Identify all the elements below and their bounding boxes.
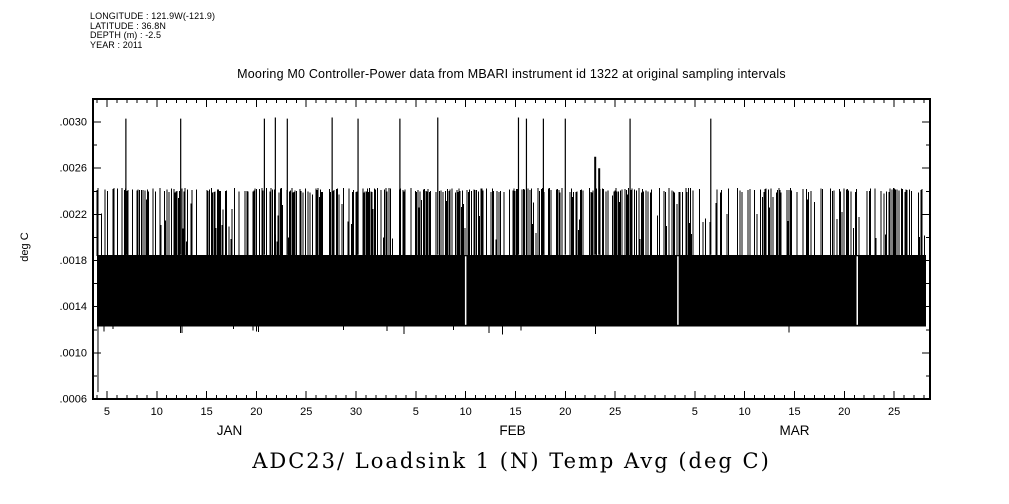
figure-caption: ADC23/ Loadsink 1 (N) Temp Avg (deg C)	[252, 449, 771, 473]
month-label: FEB	[499, 423, 525, 438]
month-label: MAR	[779, 423, 809, 438]
y-tick-label: .0022	[59, 209, 87, 221]
meta-longitude: LONGITUDE : 121.9W(-121.9)	[90, 11, 216, 21]
meta-year: YEAR : 2011	[90, 39, 143, 50]
y-tick-label: .0030	[59, 117, 87, 129]
x-tick-label: 15	[788, 406, 800, 418]
x-tick-label: 15	[509, 406, 521, 418]
x-tick-label: 20	[250, 406, 262, 418]
chart-title: Mooring M0 Controller-Power data from MB…	[237, 67, 786, 81]
x-tick-label: 25	[300, 406, 312, 418]
x-axis: 5 10 15 20 25 30 5 10 15 20 25 5 10 15 20 25	[96, 99, 925, 418]
metadata-block: LONGITUDE : 121.9W(-121.9) LATITUDE : 36…	[90, 11, 216, 50]
x-tick-label: 5	[413, 406, 419, 418]
month-labels: JAN FEB MAR	[217, 423, 810, 438]
x-tick-label: 15	[200, 406, 212, 418]
y-tick-label: .0014	[59, 301, 87, 313]
y-tick-label: .0018	[59, 255, 87, 267]
meta-depth: DEPTH (m) : -2.5	[90, 30, 162, 41]
y-tick-label: .0010	[59, 347, 87, 359]
y-tick-label: .0006	[59, 394, 87, 406]
meta-latitude: LATITUDE : 36.8N	[90, 20, 166, 31]
y-axis: .0006 .0010 .0014 .0018 .0022 .0026 .0030	[59, 98, 930, 406]
y-tick-label: .0026	[59, 163, 87, 175]
x-tick-label: 5	[692, 406, 698, 418]
x-tick-label: 10	[739, 406, 751, 418]
x-tick-label: 20	[838, 406, 850, 418]
x-tick-label: 5	[104, 406, 110, 418]
x-tick-label: 30	[350, 406, 362, 418]
x-tick-label: 25	[888, 406, 900, 418]
x-tick-label: 10	[151, 406, 163, 418]
x-tick-label: 25	[609, 406, 621, 418]
plot-frame	[92, 98, 931, 400]
month-label: JAN	[217, 423, 243, 438]
x-tick-label: 20	[559, 406, 571, 418]
data-series	[96, 117, 927, 393]
x-tick-label: 10	[460, 406, 472, 418]
